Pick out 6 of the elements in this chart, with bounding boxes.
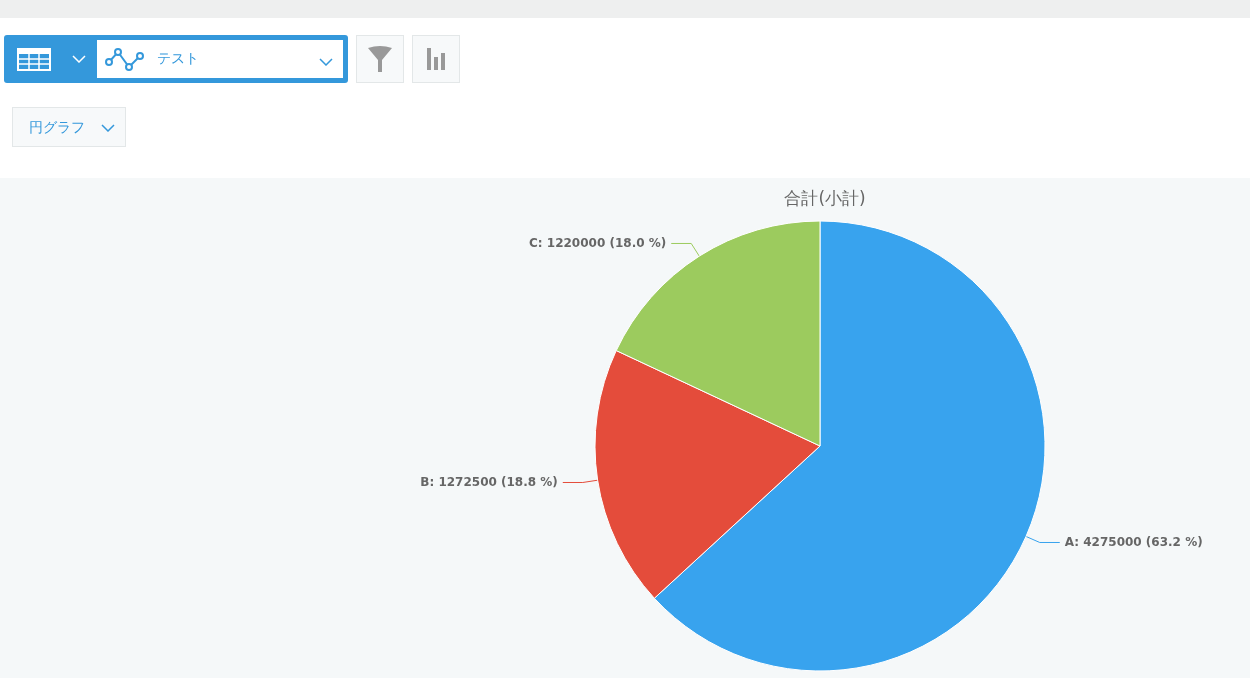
text: テスト	[157, 50, 199, 68]
chart-title: 合計(小計)	[784, 187, 866, 208]
slice-label: A: 4275000 (63.2 %)	[1064, 535, 1203, 550]
slice-label: C: 1220000 (18.0 %)	[529, 236, 667, 251]
slice-label: B: 1272500 (18.8 %)	[420, 475, 558, 490]
text: 円グラフ	[29, 119, 85, 137]
